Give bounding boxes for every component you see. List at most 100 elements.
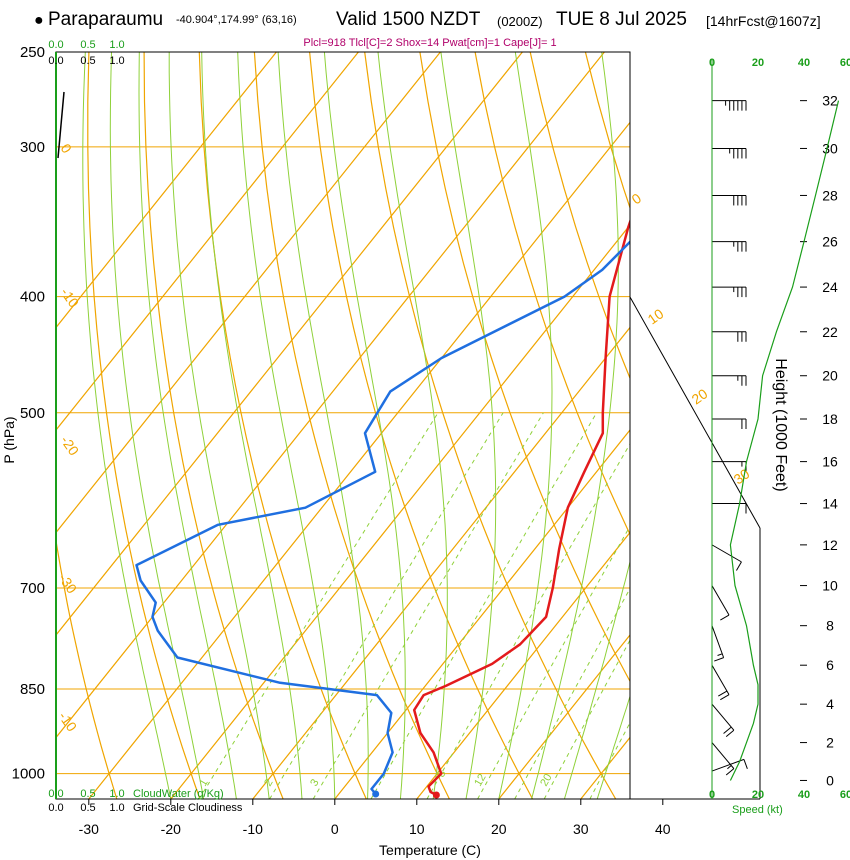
- station-bullet: ●: [34, 12, 44, 29]
- wind-barb-shaft: [711, 544, 742, 563]
- dewpoint-surface-marker: [372, 790, 380, 798]
- dry-adiabat-label: -30: [56, 571, 81, 597]
- cloudiness-trace: [57, 91, 65, 159]
- dry-adiabat-line: [143, 52, 284, 799]
- wind-barb-feather: [714, 657, 724, 662]
- isotherm-line: [56, 52, 441, 534]
- height-tick-label: 18: [822, 411, 838, 427]
- x-axis-title: Temperature (C): [379, 842, 481, 858]
- forecast-run: [14hrFcst@1607z]: [706, 13, 821, 29]
- dry-adiabat-line: [529, 52, 630, 380]
- wind-barb: [711, 703, 735, 738]
- height-axis-title: Height (1000 Feet): [772, 358, 789, 491]
- wind-barb-feather: [720, 614, 730, 621]
- isotherm-line: [416, 531, 630, 799]
- wind-barb-feather: [725, 768, 735, 776]
- x-tick-label: -10: [243, 821, 263, 837]
- dewpoint-profile-line: [135, 240, 630, 795]
- height-tick-label: 14: [822, 496, 838, 512]
- mixing-ratio-label: 1: [197, 777, 210, 788]
- dry-adiabat-line: [253, 52, 450, 799]
- profiles: [135, 218, 630, 799]
- wind-barb-half-feather: [727, 765, 732, 770]
- wind-barb: [712, 331, 747, 342]
- moist-adiabat-line: [138, 52, 237, 799]
- cloudwater-tick-bottom: 0.5: [80, 788, 95, 800]
- mixing-ratio-line: [514, 587, 630, 799]
- wind-barb-feather: [736, 561, 742, 571]
- height-tick-label: 4: [826, 696, 834, 712]
- speed-tick-top: 60: [840, 57, 850, 69]
- cloudiness-tick-top: 0.0: [48, 55, 63, 67]
- wind-barb: [712, 286, 747, 298]
- dry-adiabat-line: [419, 52, 630, 683]
- isotherm-line: [88, 121, 630, 799]
- wind-barb-feather: [718, 690, 728, 697]
- moist-adiabat-line: [531, 52, 619, 799]
- dry-adiabat-label: 10: [645, 305, 667, 327]
- x-tick-label: 10: [409, 821, 425, 837]
- dry-adiabat-label: 30: [731, 465, 753, 487]
- station-coords: -40.904°,174.99° (63,16): [176, 14, 297, 26]
- wind-panel: [711, 100, 748, 776]
- wind-barb-feather: [723, 726, 732, 734]
- pressure-tick-label: 250: [20, 44, 45, 61]
- height-tick-label: 6: [826, 657, 834, 673]
- mixing-ratio-label: 12: [472, 772, 489, 789]
- moist-adiabat-line: [440, 52, 497, 799]
- cloudwater-label: CloudWater (g/Kg): [133, 788, 224, 800]
- x-tick-label: 40: [655, 821, 671, 837]
- height-tick-label: 30: [822, 140, 838, 156]
- height-tick-label: 26: [822, 234, 838, 250]
- speed-axis-label: Speed (kt): [732, 804, 783, 816]
- cloudiness-tick-top: 1.0: [109, 55, 124, 67]
- cloudwater-tick-bottom: 0.0: [48, 788, 63, 800]
- dry-adiabat-line: [56, 536, 118, 799]
- dry-adiabat-label: 0: [58, 141, 76, 157]
- mixing-ratio-line: [589, 721, 630, 799]
- cloudwater-tick-bottom: 1.0: [109, 788, 124, 800]
- temperature-profile-line: [412, 218, 630, 797]
- height-tick-label: 8: [826, 618, 834, 634]
- height-tick-label: 12: [822, 537, 838, 553]
- moist-adiabat-line: [237, 52, 336, 799]
- wind-barb-feather: [725, 729, 735, 738]
- mixing-ratio-line: [370, 412, 598, 799]
- x-tick-label: 30: [573, 821, 589, 837]
- cloudwater-tick-top: 1.0: [109, 39, 124, 51]
- temperature-surface-marker: [432, 791, 440, 799]
- height-tick-label: 2: [826, 735, 834, 751]
- height-tick-label: 22: [822, 324, 838, 340]
- background-lines: 1 2 38 12 20: [56, 52, 630, 799]
- wind-barb: [712, 241, 747, 252]
- isotherm-line: [56, 52, 605, 739]
- moist-adiabat-line: [563, 559, 630, 799]
- pressure-tick-label: 1000: [12, 766, 45, 783]
- wind-barb: [711, 625, 725, 662]
- speed-tick-top: 40: [798, 57, 810, 69]
- height-tick-label: 32: [822, 93, 838, 109]
- moist-adiabat-line: [109, 52, 205, 799]
- wind-barb-shaft: [711, 703, 735, 731]
- moist-adiabat-line: [629, 797, 630, 799]
- moist-adiabat-line: [277, 52, 369, 799]
- wind-barb: [711, 758, 748, 772]
- mixing-ratio-label: 3: [308, 777, 321, 788]
- cloudiness-label: Grid-Scale Cloudiness: [133, 802, 243, 814]
- cloudwater-tick-top: 0.0: [48, 39, 63, 51]
- wind-barb-feather: [720, 694, 730, 701]
- moist-adiabat-line: [82, 52, 172, 799]
- isotherm-line: [580, 736, 630, 799]
- pressure-tick-label: 700: [20, 580, 45, 597]
- cloudwater-tick-top: 0.5: [80, 39, 95, 51]
- mixing-ratio-line: [426, 442, 630, 799]
- pressure-tick-label: 400: [20, 289, 45, 306]
- utc-time: (0200Z): [497, 14, 543, 29]
- wind-barb-half-feather: [717, 653, 723, 656]
- wind-panel-edge: [629, 296, 761, 529]
- dry-adiabat-line: [364, 52, 617, 799]
- wind-barb-shaft: [711, 625, 725, 658]
- mixing-ratio-line: [198, 412, 439, 799]
- mixing-ratio-line: [269, 412, 504, 799]
- indices-text: Plcl=918 Tlcl[C]=2 Shox=14 Pwat[cm]=1 Ca…: [303, 37, 556, 49]
